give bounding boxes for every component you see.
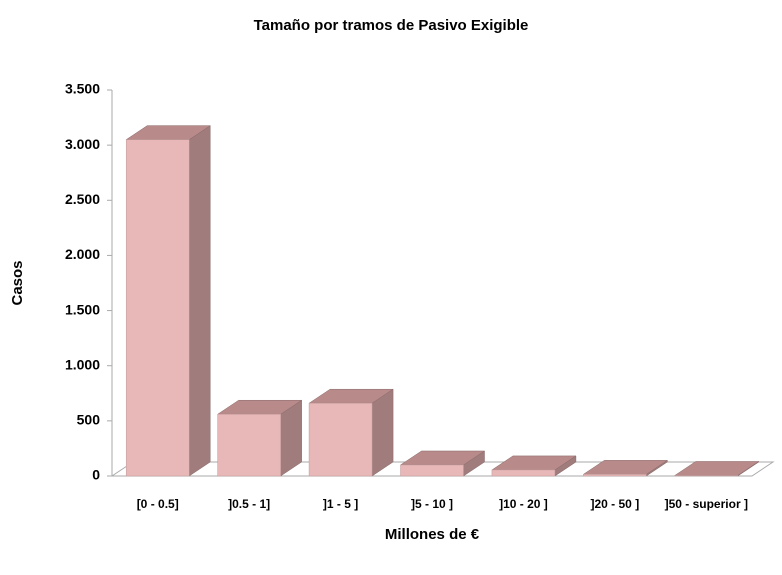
x-tick-label: ]1 - 5 ] xyxy=(322,497,359,511)
y-tick-label: 2.000 xyxy=(65,246,100,262)
bar xyxy=(308,402,373,477)
y-axis-label: Casos xyxy=(9,260,26,305)
x-tick-label: ]50 - superior ] xyxy=(664,497,748,511)
bar xyxy=(674,475,739,477)
chart-title: Tamaño por tramos de Pasivo Exigible xyxy=(254,17,529,34)
x-tick-label: [0 - 0.5] xyxy=(136,497,179,511)
bar xyxy=(217,413,281,477)
x-tick-label: ]0.5 - 1] xyxy=(228,497,271,511)
y-tick-label: 0 xyxy=(92,467,100,483)
bar-side xyxy=(371,388,394,477)
x-tick-label: ]20 - 50 ] xyxy=(590,497,640,511)
bar-side xyxy=(188,125,211,477)
bar xyxy=(583,474,647,477)
y-tick-label: 1.000 xyxy=(65,356,100,372)
bar xyxy=(125,139,190,477)
bar xyxy=(491,469,556,477)
y-tick-label: 3.500 xyxy=(65,81,100,97)
y-tick-label: 1.500 xyxy=(65,301,100,317)
x-axis-label: Millones de € xyxy=(385,526,480,543)
bar-top xyxy=(673,461,760,476)
x-tick-label: ]5 - 10 ] xyxy=(410,497,453,511)
x-tick-label: ]10 - 20 ] xyxy=(499,497,548,511)
y-tick-label: 3.000 xyxy=(65,136,100,152)
y-tick-label: 2.500 xyxy=(65,191,100,207)
bar xyxy=(400,464,464,477)
y-tick-label: 500 xyxy=(77,412,101,428)
